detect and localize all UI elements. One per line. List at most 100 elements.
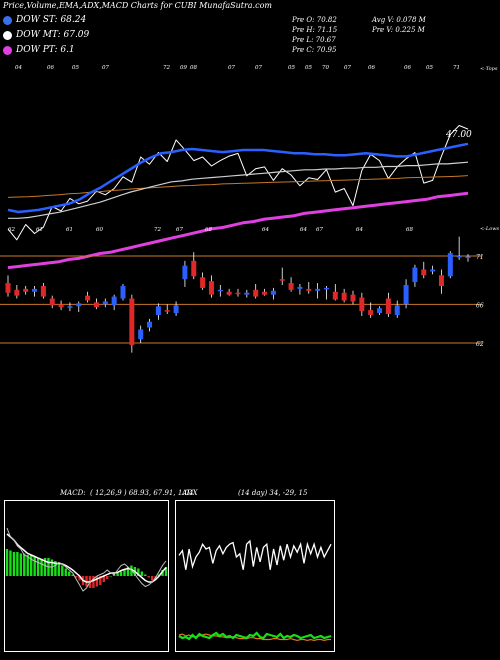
bottom-tag: 67 [176, 227, 183, 233]
candle-body [200, 277, 206, 288]
candle-body [67, 306, 73, 308]
level-label: 62 [476, 341, 484, 348]
candle-body [438, 275, 444, 286]
candle-body [279, 279, 285, 281]
top-tag: 72 [163, 65, 170, 71]
candle-body [235, 292, 241, 295]
tops-tag: <-Tops [480, 66, 498, 72]
candle-body [182, 265, 188, 280]
top-tag: 71 [453, 65, 460, 71]
white-dot-icon [3, 30, 12, 40]
candle-body [5, 283, 11, 293]
chart-title: Price,Volume,EMA,ADX,MACD Charts for CUB… [3, 1, 272, 10]
magenta-dot-icon [3, 45, 12, 55]
adx-label: ADX [182, 489, 198, 497]
avg-volume: Avg V: 0.078 M [372, 16, 426, 24]
macd-label: MACD: [60, 489, 86, 497]
macd-hist-bar [16, 552, 19, 576]
bottom-tag: 72 [154, 227, 161, 233]
macd-hist-bar [43, 558, 47, 576]
macd-hist-bar [123, 570, 126, 576]
legend-dow-pt: DOW PT: 6.1 [3, 45, 75, 55]
top-tag: 09 [180, 65, 187, 71]
macd-hist-bar [33, 556, 36, 576]
legend-dow-mt: DOW MT: 67.09 [3, 30, 89, 40]
candle-body [385, 298, 391, 314]
candle-body [341, 292, 347, 301]
macd-hist-bar [109, 576, 112, 577]
candle-body [270, 290, 276, 295]
macd-hist-bar [164, 567, 168, 576]
close-line [7, 125, 469, 241]
macd-panel [4, 500, 169, 652]
candle-body [456, 256, 462, 258]
macd-hist-bar [119, 571, 123, 576]
candle-body [93, 302, 99, 308]
candle-body [138, 329, 144, 340]
top-tag: 05 [72, 65, 79, 71]
macd-hist-bar [40, 559, 43, 576]
candle-body [23, 288, 29, 292]
candle-body [359, 297, 365, 312]
legend-dow-st: DOW ST: 68.24 [3, 15, 86, 25]
bottom-tag: 64 [300, 227, 307, 233]
pre-high: Pre H: 71.15 [292, 26, 338, 34]
macd-hist-bar [161, 570, 164, 576]
candle-body [14, 289, 20, 296]
macd-hist-bar [71, 574, 74, 576]
candle-body [350, 294, 356, 302]
legend-dow-mt-label: DOW MT: 67.09 [16, 30, 90, 40]
macd-hist-bar [68, 571, 71, 576]
macd-hist-bar [78, 576, 81, 581]
macd-hist-bar [150, 576, 154, 581]
macd-hist-bar [64, 568, 67, 576]
legend-dow-pt-label: DOW PT: 6.1 [16, 45, 75, 55]
level-label: 66 [476, 302, 484, 309]
top-tag: 07 [255, 65, 262, 71]
macd-hist-bar [147, 576, 150, 578]
pre-close: Pre C: 70.95 [292, 46, 337, 54]
candle-body [76, 303, 82, 307]
level-label: 71 [476, 254, 484, 261]
top-tag: 07 [228, 65, 235, 71]
adx-panel [175, 500, 335, 652]
ema-blue-line [7, 142, 469, 214]
macd-hist-bar [23, 553, 26, 576]
candle-body [253, 289, 259, 297]
macd-hist-bar [5, 549, 9, 576]
candle-body [217, 289, 223, 292]
top-tag: 04 [15, 65, 22, 71]
candle-body [129, 298, 135, 345]
top-tag: 08 [190, 65, 197, 71]
candle-body [332, 291, 338, 300]
macd-hist-bar [19, 553, 23, 576]
candle-body [323, 287, 329, 290]
bottom-tag: 67 [316, 227, 323, 233]
bottom-tag: 68 [406, 227, 413, 233]
candle-body [102, 301, 108, 305]
macd-params: ( 12,26,9 ) 68.93, 67.91, 1.04 [90, 489, 194, 497]
bottom-tag: 62 [8, 227, 15, 233]
bottom-tag: 64 [262, 227, 269, 233]
macd-hist-bar [99, 576, 102, 585]
candle-body [85, 295, 91, 301]
top-tag: 06 [47, 65, 54, 71]
candle-body [412, 267, 418, 283]
macd-hist-bar [95, 576, 99, 587]
adx-params: (14 day) 34, -29, 15 [238, 489, 308, 497]
candle-body [297, 286, 303, 289]
candle-body [377, 308, 383, 314]
ohlc-column: Pre O: 70.82 Pre H: 71.15 Pre L: 70.67 P… [292, 15, 337, 55]
bottom-tag: 64 [356, 227, 363, 233]
candle-body [40, 285, 46, 297]
macd-hist-bar [57, 562, 61, 576]
macd-line [6, 527, 167, 592]
candle-body [32, 288, 38, 292]
top-tag: 05 [426, 65, 433, 71]
top-tag: 07 [344, 65, 351, 71]
legend-dow-st-label: DOW ST: 68.24 [16, 15, 87, 25]
candle-body [226, 291, 232, 295]
bottom-tag: 60 [96, 227, 103, 233]
ema-magenta-line [7, 191, 469, 270]
macd-hist-bar [102, 576, 105, 582]
